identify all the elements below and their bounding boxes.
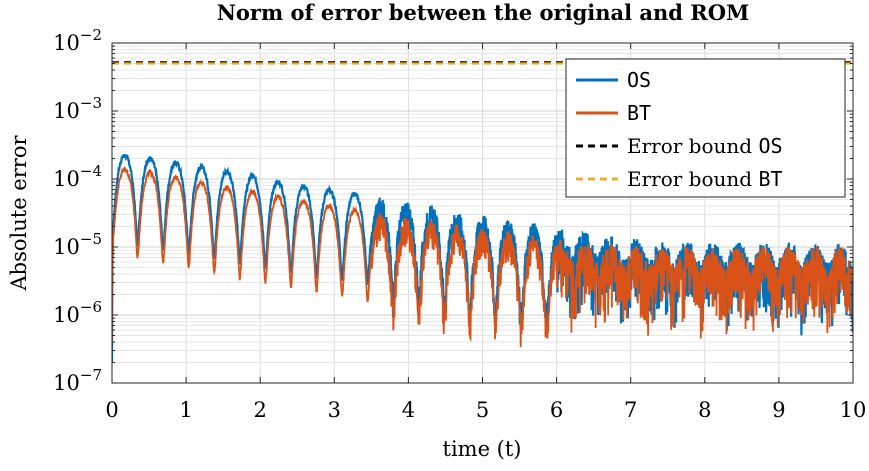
y-tick-label: 10−3 (53, 94, 102, 123)
x-tick-label: 9 (772, 398, 785, 422)
x-tick-label: 10 (840, 398, 867, 422)
y-tick-label: 10−2 (53, 26, 102, 55)
series-bt-line (112, 165, 853, 348)
y-tick-label: 10−5 (53, 230, 102, 259)
legend-label: OS (627, 68, 651, 92)
x-tick-label: 8 (698, 398, 711, 422)
y-tick-label: 10−6 (53, 298, 102, 327)
x-tick-label: 4 (402, 398, 415, 422)
y-tick-label: 10−7 (53, 366, 102, 395)
legend-label: Error bound BT (627, 167, 783, 191)
chart-title: Norm of error between the original and R… (217, 0, 750, 25)
x-tick-label: 0 (105, 398, 118, 422)
legend-box (565, 58, 846, 198)
x-axis-label: time (t) (443, 437, 522, 461)
legend-label: BT (627, 101, 651, 125)
x-tick-label: 6 (550, 398, 563, 422)
y-axis-label: Absolute error (7, 135, 31, 292)
x-tick-label: 5 (476, 398, 489, 422)
axis-ticks (111, 42, 854, 384)
x-tick-label: 3 (328, 398, 341, 422)
x-tick-label: 1 (179, 398, 192, 422)
legend: OS BT Error bound OS Error bound BT (565, 58, 846, 198)
tick-labels: 0 1 2 3 4 5 6 7 8 9 10 10−7 10−6 10−5 10−4 10−3 10−2 (53, 26, 866, 422)
x-tick-label: 2 (254, 398, 267, 422)
x-tick-label: 7 (624, 398, 637, 422)
legend-label: Error bound OS (627, 134, 783, 158)
y-tick-label: 10−4 (53, 162, 102, 191)
